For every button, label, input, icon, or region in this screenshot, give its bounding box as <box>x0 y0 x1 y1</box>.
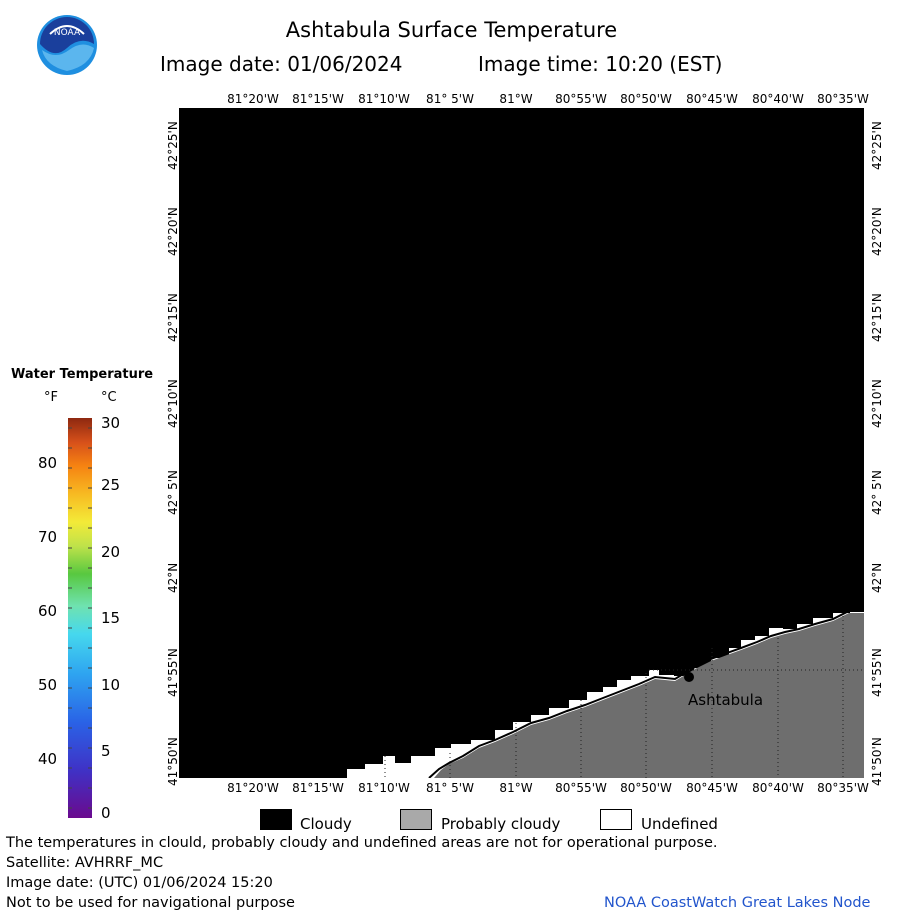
lon-label-top: 81°20'W <box>227 92 279 106</box>
lon-label-bottom: 80°50'W <box>620 781 672 795</box>
lon-label-bottom: 81°15'W <box>292 781 344 795</box>
lat-label-right: 42°20'N <box>870 207 884 256</box>
land-area <box>434 613 864 778</box>
lat-label-right: 41°50'N <box>870 737 884 786</box>
footer-credit[interactable]: NOAA CoastWatch Great Lakes Node <box>604 895 871 911</box>
map-title: Ashtabula Surface Temperature <box>285 18 618 42</box>
legend-f-tick: 70 <box>38 528 58 546</box>
legend-c-tick: 25 <box>101 476 121 494</box>
lon-label-bottom: 80°45'W <box>686 781 738 795</box>
map-svg <box>179 108 864 779</box>
lon-label-bottom: 81°W <box>499 781 533 795</box>
cloudy-swatch <box>260 809 292 830</box>
lat-label-right: 42°10'N <box>870 379 884 428</box>
lat-label-right: 41°55'N <box>870 648 884 697</box>
lon-label-bottom: 80°40'W <box>752 781 804 795</box>
undefined-label: Undefined <box>641 815 718 833</box>
lon-label-top: 81°15'W <box>292 92 344 106</box>
legend-c-tick: 0 <box>101 804 111 822</box>
lon-label-top: 80°50'W <box>620 92 672 106</box>
legend-unit-c: °C <box>101 390 117 405</box>
image-time: Image time: 10:20 (EST) <box>478 52 723 76</box>
lon-label-bottom: 80°55'W <box>555 781 607 795</box>
lat-label-left: 42° 5'N <box>166 470 180 515</box>
lat-label-left: 41°50'N <box>166 737 180 786</box>
probably-cloudy-swatch <box>400 809 432 830</box>
lat-label-right: 42°N <box>870 562 884 593</box>
coastline <box>428 610 864 779</box>
lon-label-top: 80°45'W <box>686 92 738 106</box>
lon-label-top: 80°35'W <box>817 92 869 106</box>
graticule <box>384 616 864 778</box>
legend-title: Water Temperature <box>11 367 154 382</box>
temperature-colorbar <box>68 418 92 818</box>
legend-c-tick: 20 <box>101 543 121 561</box>
lon-label-bottom: 81° 5'W <box>426 781 474 795</box>
legend-c-tick: 15 <box>101 609 121 627</box>
lon-label-bottom: 81°20'W <box>227 781 279 795</box>
lon-label-top: 80°40'W <box>752 92 804 106</box>
footer-image-date: Image date: (UTC) 01/06/2024 15:20 <box>6 875 273 891</box>
legend-c-tick: 30 <box>101 414 121 432</box>
legend-c-tick: 10 <box>101 676 121 694</box>
lon-label-top: 81° 5'W <box>426 92 474 106</box>
lat-label-right: 42°15'N <box>870 293 884 342</box>
legend-f-tick: 40 <box>38 750 58 768</box>
noaa-logo: NOAA <box>36 14 98 76</box>
legend-c-tick: 5 <box>101 742 111 760</box>
legend-f-tick: 50 <box>38 676 58 694</box>
city-label: Ashtabula <box>688 691 764 709</box>
legend-unit-f: °F <box>44 390 58 405</box>
logo-text: NOAA <box>54 28 81 38</box>
undefined-swatch <box>600 809 632 830</box>
legend-f-tick: 80 <box>38 454 58 472</box>
image-date: Image date: 01/06/2024 <box>160 52 403 76</box>
probably-cloudy-label: Probably cloudy <box>441 815 561 833</box>
ashtabula-marker <box>684 672 694 682</box>
lon-label-bottom: 80°35'W <box>817 781 869 795</box>
lat-label-left: 42°20'N <box>166 207 180 256</box>
map-panel <box>179 108 864 779</box>
footer-satellite: Satellite: AVHRRF_MC <box>6 855 164 871</box>
footer-warning: Not to be used for navigational purpose <box>6 895 295 911</box>
lat-label-left: 42°25'N <box>166 121 180 170</box>
lon-label-top: 80°55'W <box>555 92 607 106</box>
lat-label-left: 42°N <box>166 562 180 593</box>
lon-label-top: 81°W <box>499 92 533 106</box>
legend-f-tick: 60 <box>38 602 58 620</box>
lon-label-top: 81°10'W <box>358 92 410 106</box>
lat-label-left: 41°55'N <box>166 648 180 697</box>
lat-label-right: 42°25'N <box>870 121 884 170</box>
lat-label-left: 42°10'N <box>166 379 180 428</box>
colorbar-ticks <box>68 427 92 809</box>
lat-label-right: 42° 5'N <box>870 470 884 515</box>
lon-label-bottom: 81°10'W <box>358 781 410 795</box>
cloudy-label: Cloudy <box>300 815 352 833</box>
lat-label-left: 42°15'N <box>166 293 180 342</box>
footer-note: The temperatures in clould, probably clo… <box>6 835 718 851</box>
